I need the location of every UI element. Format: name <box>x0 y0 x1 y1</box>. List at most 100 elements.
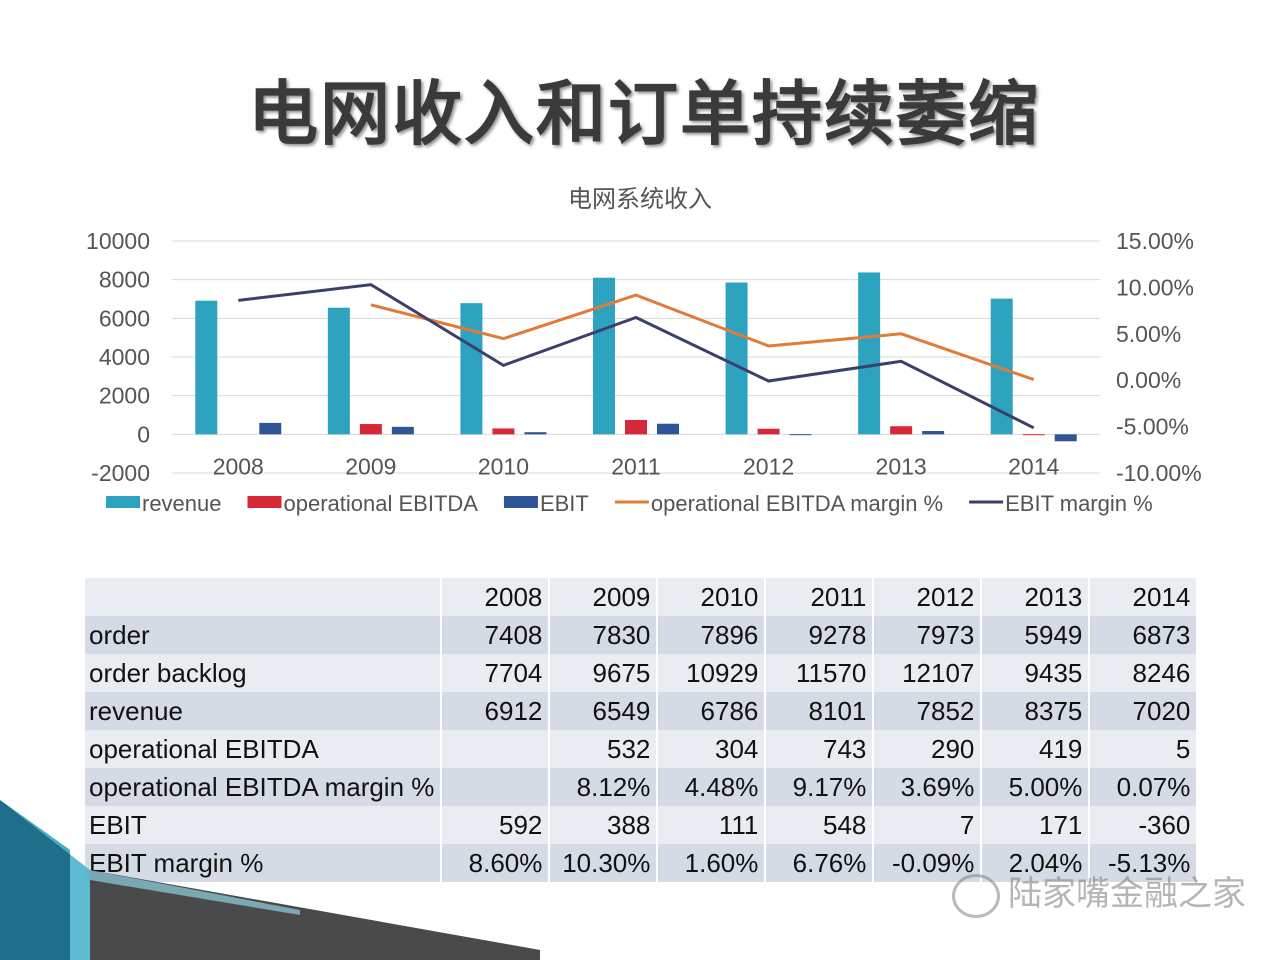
y-left-tick-label: 6000 <box>99 305 150 331</box>
table-row: operational EBITDA margin % 8.12% 4.48% 9.1… <box>85 768 1197 806</box>
bars <box>195 272 1077 442</box>
x-tick-label: 2009 <box>345 453 396 479</box>
row-label: order <box>85 616 442 654</box>
table-cell: 4.48% <box>656 768 766 806</box>
y-left-tick-label: 10000 <box>86 228 150 254</box>
table-cell: 7 <box>872 806 982 844</box>
bar-revenue <box>195 300 218 435</box>
table-row: EBIT 592 388 111 548 7 171 -360 <box>85 806 1197 844</box>
table-cell: 7830 <box>548 616 658 654</box>
bar-ebit <box>657 423 679 435</box>
table-row: EBIT margin % 8.60% 10.30% 1.60% 6.76% -0.09%… <box>85 844 1197 882</box>
row-label: EBIT margin % <box>85 844 442 882</box>
bar-ebit <box>789 434 812 436</box>
row-label: order backlog <box>85 654 442 692</box>
bar-revenue <box>858 272 881 435</box>
table-cell: 7704 <box>440 654 550 692</box>
table-cell: 1.60% <box>656 844 766 882</box>
gridlines <box>172 240 1100 474</box>
table-cell: 8101 <box>764 692 874 730</box>
y-left-tick-label: -2000 <box>91 460 150 486</box>
bar-ebit <box>259 422 282 435</box>
legend-label: operational EBITDA margin % <box>651 491 943 516</box>
x-tick-label: 2008 <box>213 453 264 479</box>
bar-operational-ebitda <box>359 424 382 435</box>
watermark-text: 陆家嘴金融之家 <box>1008 874 1246 914</box>
y-left-tick-label: 4000 <box>99 344 150 370</box>
axes: 10000 8000 6000 4000 2000 0 -2000 15.00% 10.00% 5… <box>86 228 1202 486</box>
table-cell: 8246 <box>1088 654 1197 692</box>
wechat-icon <box>952 873 1000 918</box>
table-cell: 0.07% <box>1088 768 1197 806</box>
row-label: operational EBITDA margin % <box>85 768 442 806</box>
table-cell: 7408 <box>440 616 550 654</box>
bar-ebit <box>922 431 945 435</box>
legend-item: revenue <box>106 491 222 516</box>
table-cell: 6549 <box>548 692 658 730</box>
table-cell: 5949 <box>980 616 1090 654</box>
slide-title: 电网收入和订单持续萎缩 <box>248 73 1040 155</box>
table-cell: 304 <box>656 730 766 768</box>
legend: revenue operational EBITDA EBIT operational… <box>106 491 1153 516</box>
legend-item: EBIT margin % <box>969 491 1153 516</box>
table-cell: 2014 <box>1088 578 1197 616</box>
bar-ebit <box>391 426 414 435</box>
table-cell: -0.09% <box>872 844 982 882</box>
table-cell: 2009 <box>548 578 658 616</box>
table-cell: 532 <box>548 730 658 768</box>
table-cell: 12107 <box>872 654 982 692</box>
y-right-tick-label: 10.00% <box>1116 274 1194 300</box>
bar-operational-ebitda <box>757 428 780 435</box>
table-cell: 6.76% <box>764 844 874 882</box>
y-left-tick-label: 8000 <box>99 267 150 293</box>
legend-swatch <box>106 496 140 508</box>
table-cell: 7852 <box>872 692 982 730</box>
bar-operational-ebitda <box>890 426 913 435</box>
legend-label: operational EBITDA <box>284 491 479 516</box>
table-cell: -360 <box>1088 806 1197 844</box>
table-cell: 9435 <box>980 654 1090 692</box>
table-cell: 290 <box>872 730 982 768</box>
row-label: operational EBITDA <box>85 730 442 768</box>
table-cell: 388 <box>548 806 658 844</box>
table-cell: 2010 <box>656 578 766 616</box>
table-cell: 11570 <box>764 654 874 692</box>
bar-ebit <box>524 432 547 435</box>
legend-label: EBIT <box>540 491 589 516</box>
table-cell: 171 <box>980 806 1090 844</box>
table-cell: 6786 <box>656 692 766 730</box>
x-tick-label: 2011 <box>611 453 660 479</box>
table-cell <box>440 768 550 806</box>
row-label: revenue <box>85 692 442 730</box>
table-cell: 5 <box>1088 730 1197 768</box>
y-left-tick-label: 0 <box>137 421 150 447</box>
table-cell: 2008 <box>440 578 550 616</box>
table-row: order backlog 7704 9675 10929 11570 12107 9435… <box>85 654 1197 692</box>
legend-label: EBIT margin % <box>1005 491 1153 516</box>
y-right-tick-label: -10.00% <box>1116 460 1202 486</box>
y-right-tick-label: 5.00% <box>1116 321 1181 347</box>
table-cell: 419 <box>980 730 1090 768</box>
table-cell: 6873 <box>1088 616 1197 654</box>
table-cell: 9.17% <box>764 768 874 806</box>
corner-decoration <box>0 800 540 960</box>
legend-item: operational EBITDA <box>247 491 479 516</box>
bar-revenue <box>725 282 748 435</box>
legend-item: operational EBITDA margin % <box>614 491 943 516</box>
table-cell: 10.30% <box>548 844 658 882</box>
table-cell: 8375 <box>980 692 1090 730</box>
legend-label: revenue <box>142 491 222 516</box>
table-cell: 548 <box>764 806 874 844</box>
chart: 电网系统收入 10000 8000 6000 4000 2000 0 -2000 15.00%… <box>86 185 1202 516</box>
table-cell: 7020 <box>1088 692 1197 730</box>
bar-revenue <box>327 307 350 435</box>
table-cell <box>440 730 550 768</box>
data-table: 2008 2009 2010 2011 2012 2013 2014 order 7408 783… <box>85 578 1197 882</box>
bar-operational-ebitda <box>625 419 647 435</box>
table-cell: -5.13% <box>1088 844 1197 882</box>
legend-item: EBIT <box>503 491 589 516</box>
line-ebit-margin- <box>238 283 1035 430</box>
table-cell: 2.04% <box>980 844 1090 882</box>
table-row: operational EBITDA 532 304 743 290 419 5 <box>85 730 1197 768</box>
table-cell: 10929 <box>656 654 766 692</box>
